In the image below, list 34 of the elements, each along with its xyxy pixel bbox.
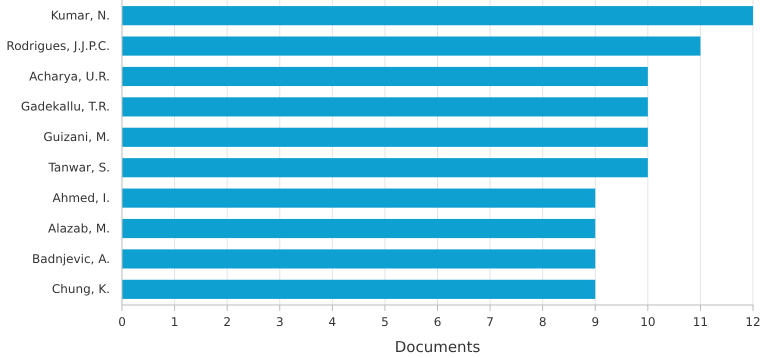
bar bbox=[122, 97, 648, 116]
bar bbox=[122, 249, 596, 269]
y-tick-label: Alazab, M. bbox=[48, 221, 110, 236]
bar bbox=[122, 36, 700, 56]
x-tick-label: 9 bbox=[591, 315, 600, 329]
bar bbox=[122, 188, 596, 208]
x-tick-label: 4 bbox=[328, 315, 336, 329]
x-tick-label: 6 bbox=[434, 315, 442, 329]
bar bbox=[122, 128, 648, 147]
bar bbox=[122, 280, 596, 299]
x-tick-label: 7 bbox=[486, 315, 494, 329]
y-tick-label: Kumar, N. bbox=[50, 8, 110, 22]
y-tick-label: Rodrigues, J.J.P.C. bbox=[6, 38, 110, 53]
y-tick-label: Tanwar, S. bbox=[48, 160, 110, 175]
y-tick-label: Gadekallu, T.R. bbox=[20, 100, 110, 114]
x-tick-label: 11 bbox=[692, 315, 708, 329]
x-tick-label: 12 bbox=[745, 315, 761, 329]
x-tick-label: 5 bbox=[381, 315, 389, 329]
y-tick-label: Guizani, M. bbox=[43, 130, 110, 144]
x-tick-label: 3 bbox=[276, 315, 284, 329]
bar bbox=[122, 6, 753, 26]
bar bbox=[122, 158, 648, 178]
x-tick-label: 8 bbox=[538, 315, 546, 329]
x-axis-title: Documents bbox=[394, 338, 480, 356]
bar bbox=[122, 218, 596, 238]
y-tick-label: Acharya, U.R. bbox=[29, 69, 110, 84]
x-tick-label: 1 bbox=[170, 315, 178, 329]
y-tick-label: Ahmed, I. bbox=[52, 190, 110, 205]
bar bbox=[122, 66, 648, 86]
y-tick-label: Badnjevic, A. bbox=[32, 252, 110, 266]
x-tick-label: 10 bbox=[640, 315, 656, 329]
x-tick-label: 0 bbox=[118, 315, 126, 329]
x-tick-label: 2 bbox=[223, 315, 231, 329]
y-tick-label: Chung, K. bbox=[52, 282, 110, 296]
